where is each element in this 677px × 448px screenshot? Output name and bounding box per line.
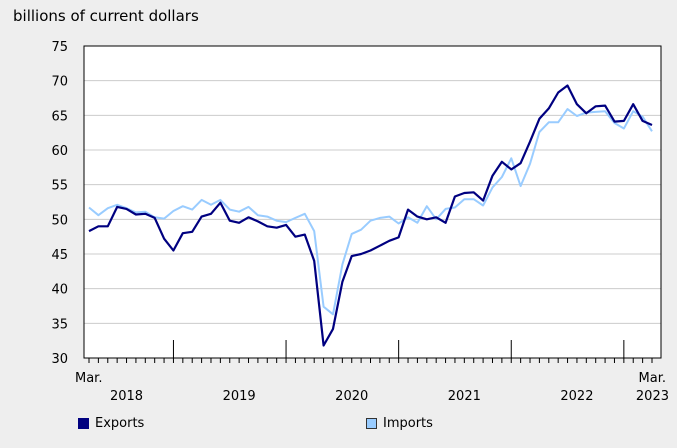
- exports-swatch: [78, 418, 89, 429]
- x-tick-label: 2018: [110, 389, 143, 404]
- series-line-exports: [88, 84, 653, 347]
- legend-label-exports: Exports: [95, 416, 145, 431]
- y-tick-label: 70: [51, 75, 68, 90]
- y-tick-label: 40: [51, 283, 68, 298]
- x-tick-label: Mar.: [639, 371, 666, 386]
- y-tick-label: 65: [51, 109, 68, 124]
- y-tick-label: 50: [51, 213, 68, 228]
- x-tick-label: 2019: [223, 389, 256, 404]
- plot-border: [83, 45, 662, 359]
- x-tick-label: Mar.: [75, 371, 102, 386]
- x-tick-label: 2023: [636, 389, 669, 404]
- x-tick-label: 2021: [448, 389, 481, 404]
- x-tick-label: 2022: [560, 389, 593, 404]
- y-tick-label: 35: [51, 317, 68, 332]
- y-axis-title: billions of current dollars: [13, 7, 199, 25]
- y-axis-ticks: 30 35 40 45 50 55 60 65 70 75: [51, 40, 68, 367]
- y-tick-label: 75: [51, 40, 68, 55]
- series-lines: [88, 84, 653, 347]
- y-tick-label: 60: [51, 144, 68, 159]
- plot-area: [84, 46, 661, 358]
- x-axis: Mar. 2018 2019 2020 2021 2022 Mar. 2023: [75, 340, 669, 404]
- series-line-imports: [88, 108, 653, 316]
- x-tick-label: 2020: [335, 389, 368, 404]
- legend-label-imports: Imports: [383, 416, 433, 431]
- y-tick-label: 55: [51, 179, 68, 194]
- imports-swatch: [366, 418, 377, 429]
- y-tick-label: 45: [51, 248, 68, 263]
- legend-item-exports: Exports: [78, 416, 144, 431]
- legend-item-imports: Imports: [366, 416, 433, 431]
- y-tick-label: 30: [51, 352, 68, 367]
